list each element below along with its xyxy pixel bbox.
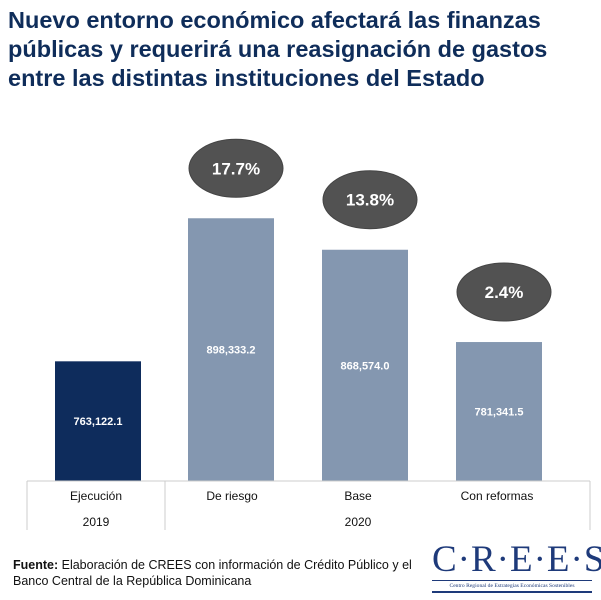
growth-bubble-1	[188, 138, 284, 198]
category-label-3: Con reformas	[461, 489, 534, 503]
value-label-0: 763,122.1	[74, 416, 123, 428]
value-label-3: 781,341.5	[475, 407, 524, 419]
bar-chart: 763,122.1 Ejecución 898,333.2 17.7% De riesg…	[26, 138, 591, 530]
logo-name: C·R·E·E·S	[432, 539, 601, 580]
chart-title: Nuevo entorno económico afectará las fin…	[8, 7, 548, 91]
group-label-0: 2019	[83, 515, 110, 529]
growth-label-3: 2.4%	[485, 283, 524, 302]
growth-bubble-2	[322, 170, 418, 230]
growth-label-1: 17.7%	[212, 159, 260, 178]
bar-0	[55, 361, 141, 481]
source-text: Elaboración de CREES con información de …	[13, 558, 412, 588]
bar-2	[322, 249, 408, 481]
category-label-0: Ejecución	[70, 489, 122, 503]
source-label: Fuente:	[13, 558, 59, 572]
bar-3	[456, 342, 542, 481]
crees-logo: C·R·E·E·S Centro Regional de Estrategias…	[432, 539, 601, 593]
growth-label-2: 13.8%	[346, 191, 394, 210]
category-label-2: Base	[344, 489, 372, 503]
logo-subtitle: Centro Regional de Estrategias Económica…	[432, 580, 592, 593]
value-label-1: 898,333.2	[207, 345, 256, 357]
growth-bubble-3	[456, 262, 552, 322]
source-note: Fuente: Elaboración de CREES con informa…	[13, 557, 413, 589]
value-label-2: 868,574.0	[341, 360, 390, 372]
bar-1	[188, 218, 274, 481]
category-label-1: De riesgo	[206, 489, 258, 503]
group-label-1: 2020	[345, 515, 372, 529]
